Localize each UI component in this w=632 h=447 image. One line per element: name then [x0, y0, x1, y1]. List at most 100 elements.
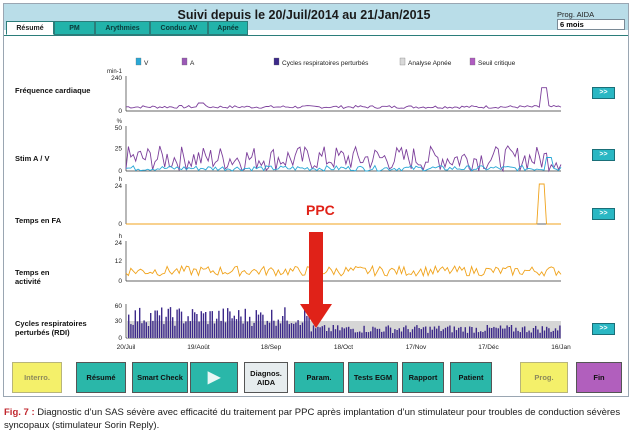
- patient-button[interactable]: Patient: [450, 362, 492, 393]
- tab-resume[interactable]: Résumé: [6, 21, 54, 35]
- rdi-bar: [367, 332, 370, 338]
- rdi-bar: [178, 308, 180, 338]
- interro-button[interactable]: Interro.: [12, 362, 62, 393]
- rdi-bar: [513, 331, 515, 338]
- rdi-bar: [453, 326, 455, 338]
- rdi-bar: [394, 329, 396, 338]
- rdi-bar: [535, 325, 537, 338]
- expand-pacing-button[interactable]: >>: [592, 149, 615, 161]
- rdi-bar: [156, 310, 158, 338]
- rdi-bar: [348, 326, 350, 338]
- rdi-bar: [187, 316, 189, 338]
- axis-unit: h: [119, 177, 122, 183]
- tab-apnee[interactable]: Apnée: [208, 21, 248, 35]
- rdi-bar: [211, 311, 213, 338]
- rdi-bar: [297, 320, 299, 338]
- rdi-bar: [242, 323, 244, 338]
- rdi-bar: [405, 325, 407, 338]
- rdi-bar: [546, 326, 548, 338]
- rdi-bar: [526, 332, 528, 338]
- axis-unit: h: [119, 234, 122, 240]
- rdi-bar: [354, 332, 356, 338]
- rdi-bar: [488, 327, 491, 338]
- tab-pm[interactable]: PM: [54, 21, 95, 35]
- rdi-bar: [543, 330, 546, 338]
- y-tick-label: 24: [115, 240, 123, 247]
- param-button[interactable]: Param.: [294, 362, 344, 393]
- rdi-bar: [213, 323, 216, 338]
- rdi-bar: [143, 320, 145, 338]
- rdi-bar: [530, 332, 532, 338]
- rdi-bar: [484, 330, 486, 338]
- prog-period-select[interactable]: 6 mois: [557, 19, 625, 30]
- rdi-bar: [227, 308, 229, 338]
- rdi-bar: [257, 314, 260, 338]
- rdi-bar: [471, 327, 473, 338]
- prog-button[interactable]: Prog.: [520, 362, 568, 393]
- rdi-bar: [198, 321, 200, 338]
- caption-text: Diagnostic d’un SAS sévère avec efficaci…: [4, 407, 621, 431]
- ppc-annotation: PPC: [306, 202, 335, 218]
- rdi-bar: [255, 310, 257, 338]
- tests-egm-button[interactable]: Tests EGM: [348, 362, 398, 393]
- rdi-bar: [372, 326, 374, 338]
- rdi-bar: [499, 325, 502, 338]
- rdi-bar: [244, 308, 246, 338]
- tab-conduc-av[interactable]: Conduc AV: [150, 21, 208, 35]
- rdi-bar: [323, 325, 326, 338]
- tab-arythmies[interactable]: Arythmies: [95, 21, 150, 35]
- rdi-bar: [427, 332, 429, 338]
- diagnos-aida-button[interactable]: Diagnos. AIDA: [244, 362, 288, 393]
- rdi-bar: [282, 316, 284, 338]
- play-button[interactable]: ▶: [190, 362, 238, 393]
- rdi-bar: [275, 325, 277, 338]
- rdi-bar: [330, 331, 332, 338]
- fin-button[interactable]: Fin: [576, 362, 622, 393]
- rdi-bar: [506, 325, 508, 338]
- rdi-bar: [398, 328, 400, 338]
- rdi-bar: [218, 310, 220, 338]
- rdi-bar: [491, 328, 493, 338]
- rdi-bar: [262, 314, 264, 338]
- rdi-bar: [312, 325, 315, 338]
- resume-button[interactable]: Résumé: [76, 362, 126, 393]
- rdi-bar: [224, 322, 227, 338]
- legend-swatch: [399, 57, 406, 66]
- rdi-bar: [141, 323, 143, 338]
- rdi-bar: [152, 320, 154, 338]
- rdi-bar: [350, 329, 352, 338]
- rdi-bar: [537, 329, 539, 338]
- rdi-bar: [158, 315, 161, 338]
- x-tick-label: 16/Jan: [551, 344, 571, 351]
- legend-swatch: [135, 57, 142, 66]
- expand-rdi-button[interactable]: >>: [592, 323, 615, 335]
- rdi-bar: [385, 326, 387, 338]
- expand-heart-rate-button[interactable]: >>: [592, 87, 615, 99]
- row-label-activity: Temps en activité: [15, 268, 50, 286]
- rdi-bar: [383, 331, 385, 338]
- rdi-bar: [464, 327, 466, 338]
- rdi-bar: [455, 330, 458, 338]
- rdi-bar: [431, 329, 433, 338]
- rdi-bar: [378, 328, 381, 338]
- rdi-bar: [363, 325, 365, 338]
- axis-unit: min-1: [107, 69, 123, 75]
- rapport-button[interactable]: Rapport: [402, 362, 444, 393]
- rdi-bar: [251, 326, 253, 338]
- y-tick-label: 0: [118, 108, 122, 115]
- rdi-bar: [480, 331, 482, 338]
- legend-label: Cycles respiratoires perturbés: [282, 60, 369, 67]
- rdi-bar: [387, 325, 389, 338]
- rdi-bar: [400, 331, 403, 338]
- rdi-bar: [134, 310, 136, 338]
- rdi-bar: [517, 330, 519, 338]
- smart-check-button[interactable]: Smart Check: [132, 362, 188, 393]
- figure-number: Fig. 7 :: [4, 407, 35, 418]
- rdi-bar: [145, 322, 147, 338]
- rdi-bar: [161, 307, 163, 338]
- rdi-bar: [185, 321, 187, 338]
- legend-label: V: [144, 60, 149, 67]
- expand-af-button[interactable]: >>: [592, 208, 615, 220]
- rdi-bar: [438, 325, 440, 338]
- series-line-fr-quence-cardiaque: [125, 87, 562, 109]
